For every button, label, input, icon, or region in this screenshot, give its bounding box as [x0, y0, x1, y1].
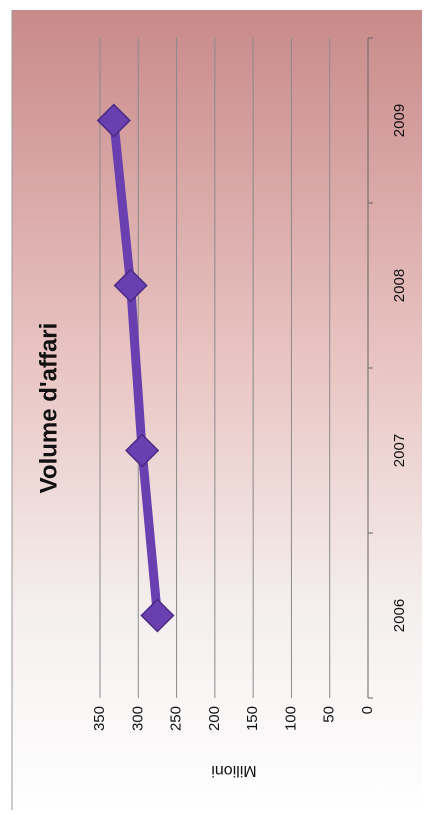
x-tick-label: 2008 — [391, 269, 408, 302]
y-tick-label: 100 — [282, 706, 299, 731]
plot: Volume d'affari Milioni 0 50 100 150 200 250 3… — [35, 37, 408, 779]
y-tick-label: 0 — [359, 706, 376, 714]
y-tick-label: 250 — [168, 706, 185, 731]
y-tick-label: 150 — [244, 706, 261, 731]
series-line — [109, 120, 162, 616]
x-tick-label: 2009 — [391, 104, 408, 137]
x-tick-label: 2007 — [391, 434, 408, 467]
y-tick-label: 300 — [129, 706, 146, 731]
chart-title: Volume d'affari — [35, 323, 62, 494]
marker — [125, 433, 160, 468]
y-tick-label: 200 — [206, 706, 223, 731]
marker — [113, 268, 148, 303]
background — [12, 10, 422, 810]
y-tick-label: 50 — [321, 706, 338, 723]
y-axis-title: Milioni — [211, 762, 256, 779]
marker — [96, 103, 131, 138]
x-tick-label: 2006 — [391, 599, 408, 632]
y-tick-label: 350 — [91, 706, 108, 731]
marker — [140, 598, 175, 633]
